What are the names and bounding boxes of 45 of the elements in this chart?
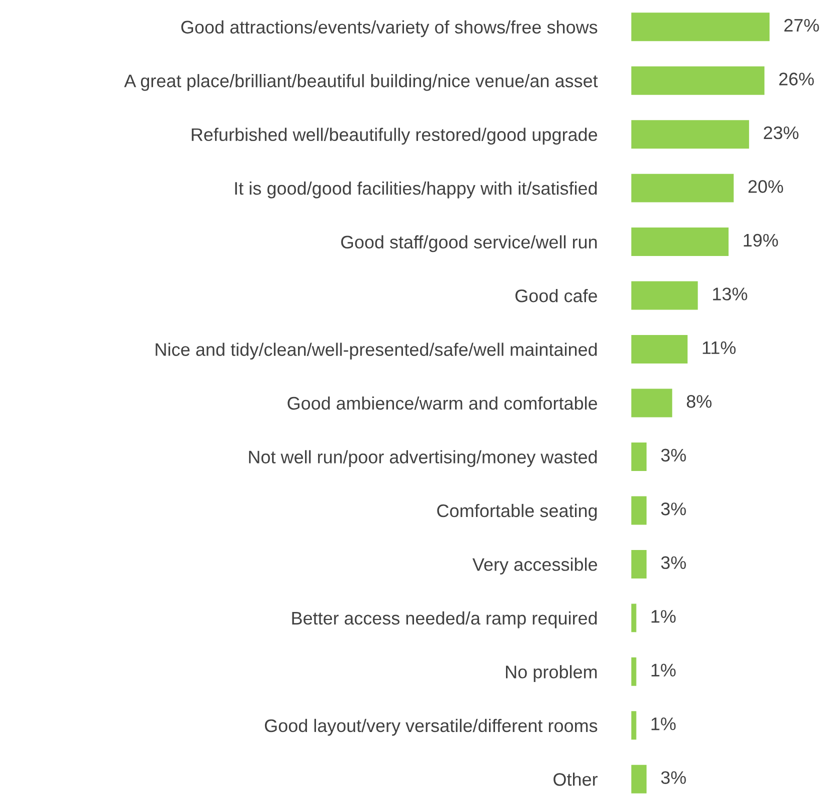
y-tick-label: Nice and tidy/clean/well-presented/safe/well maintained	[156, 342, 597, 360]
bar	[631, 174, 734, 202]
data-label: 11%	[702, 341, 736, 354]
bar	[631, 442, 647, 471]
y-tick-label: It is good/good facilities/happy with it/satisfied	[235, 182, 597, 198]
data-label: 1%	[652, 718, 676, 730]
bar	[631, 496, 647, 525]
bar	[631, 335, 688, 364]
data-label: 3%	[661, 771, 686, 784]
bar	[631, 12, 770, 42]
bar	[631, 604, 636, 632]
y-tick-label: Refurbished well/beautifully restored/good upgrade	[192, 128, 598, 145]
y-tick-label: A great place/brilliant/beautiful building/nice venue/an asset	[124, 74, 598, 91]
data-label: 13%	[713, 288, 748, 300]
y-tick-label: Good cafe	[515, 288, 598, 302]
y-tick-label: Good layout/very versatile/different rooms	[264, 718, 598, 736]
data-label: 23%	[764, 126, 798, 140]
bar	[631, 550, 647, 578]
data-label: 1%	[652, 664, 676, 676]
bar	[631, 281, 698, 310]
data-label: 27%	[784, 18, 819, 32]
data-label: 8%	[686, 395, 712, 408]
bar	[631, 764, 647, 794]
y-tick-label: Comfortable seating	[437, 504, 597, 521]
bar	[631, 228, 729, 256]
y-tick-label: Other	[554, 772, 598, 786]
data-label: 3%	[661, 502, 686, 516]
y-tick-label: Very accessible	[472, 558, 598, 574]
y-tick-label: Not well run/poor advertising/money wasted	[249, 450, 597, 468]
y-tick-label: Good ambience/warm and comfortable	[288, 396, 598, 410]
y-tick-label: Good staff/good service/well run	[341, 235, 597, 252]
bar	[631, 66, 764, 95]
bar	[631, 657, 636, 686]
y-tick-label: Good attractions/events/variety of shows/free shows	[181, 20, 598, 38]
data-label: 3%	[661, 556, 686, 570]
data-label: 3%	[661, 448, 686, 462]
y-tick-label: No problem	[506, 665, 597, 682]
y-tick-label: Better access needed/a ramp required	[292, 611, 597, 628]
data-label: 1%	[652, 610, 676, 623]
data-label: 26%	[779, 72, 814, 86]
bar	[631, 120, 750, 149]
data-label: 19%	[744, 234, 778, 247]
bar	[631, 388, 672, 418]
bar	[631, 711, 636, 740]
data-label: 20%	[748, 180, 784, 193]
